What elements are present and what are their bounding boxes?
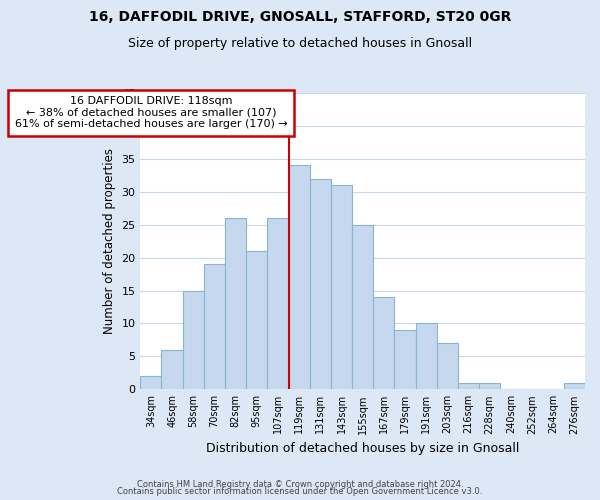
Text: Contains HM Land Registry data © Crown copyright and database right 2024.: Contains HM Land Registry data © Crown c… xyxy=(137,480,463,489)
X-axis label: Distribution of detached houses by size in Gnosall: Distribution of detached houses by size … xyxy=(206,442,520,455)
Text: Contains public sector information licensed under the Open Government Licence v3: Contains public sector information licen… xyxy=(118,488,482,496)
Text: Size of property relative to detached houses in Gnosall: Size of property relative to detached ho… xyxy=(128,38,472,51)
Bar xyxy=(204,264,225,390)
Bar xyxy=(352,224,373,390)
Bar xyxy=(182,290,204,390)
Bar xyxy=(373,297,394,390)
Text: 16 DAFFODIL DRIVE: 118sqm
← 38% of detached houses are smaller (107)
61% of semi: 16 DAFFODIL DRIVE: 118sqm ← 38% of detac… xyxy=(14,96,287,130)
Bar xyxy=(416,324,437,390)
Bar xyxy=(246,251,268,390)
Bar xyxy=(161,350,182,390)
Bar xyxy=(140,376,161,390)
Bar xyxy=(394,330,416,390)
Bar xyxy=(310,178,331,390)
Bar xyxy=(437,343,458,390)
Bar xyxy=(564,382,585,390)
Bar xyxy=(479,382,500,390)
Bar xyxy=(289,166,310,390)
Bar xyxy=(331,185,352,390)
Bar xyxy=(458,382,479,390)
Bar xyxy=(225,218,246,390)
Bar xyxy=(268,218,289,390)
Text: 16, DAFFODIL DRIVE, GNOSALL, STAFFORD, ST20 0GR: 16, DAFFODIL DRIVE, GNOSALL, STAFFORD, S… xyxy=(89,10,511,24)
Y-axis label: Number of detached properties: Number of detached properties xyxy=(103,148,116,334)
